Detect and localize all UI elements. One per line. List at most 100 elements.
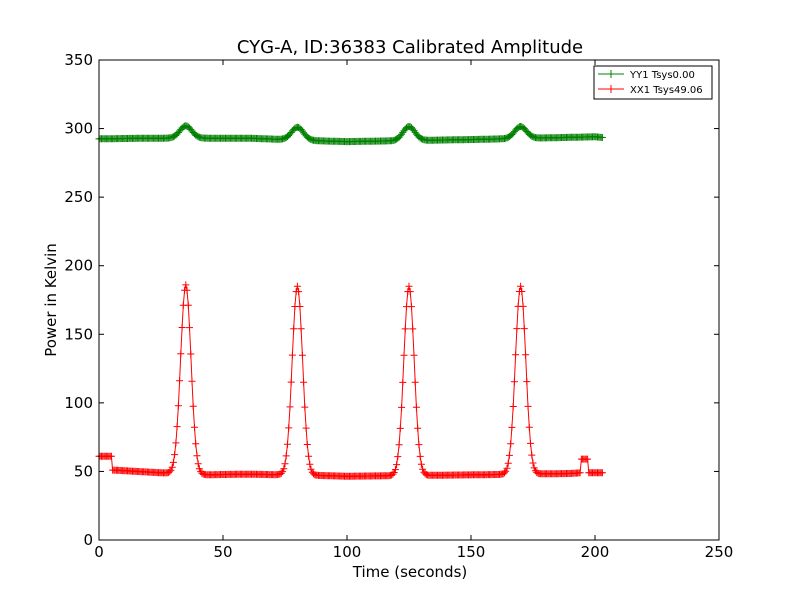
data-point-1-258 [415,441,423,449]
data-point-1-253 [409,325,417,333]
legend: YY1 Tsys0.00 XX1 Tsys49.06 [593,65,713,100]
legend-marker-1 [607,85,615,93]
data-point-1-72 [184,301,192,309]
data-point-1-67 [178,324,186,331]
data-point-1-150 [281,460,289,468]
data-point-1-330 [504,459,512,467]
data-point-1-332 [507,440,515,448]
y-tick-label-4: 200 [64,257,93,275]
series-1 [95,281,606,480]
legend-label-1: XX1 Tsys49.06 [630,85,703,96]
data-point-1-169 [305,452,313,460]
data-point-1-350 [529,459,537,467]
data-point-1-73 [186,324,193,332]
x-tick-label-0: 0 [94,543,104,561]
y-tick-label-6: 300 [64,120,93,138]
data-point-1-351 [530,464,538,472]
plot-area [95,122,606,480]
data-point-1-259 [416,452,424,460]
y-tick-label-2: 100 [64,394,93,412]
data-point-1-333 [508,423,516,431]
data-point-1-155 [287,378,295,386]
data-point-1-66 [177,350,185,358]
data-point-1-341 [518,288,526,295]
x-tick-label-1: 50 [213,543,232,561]
data-point-1-388 [576,469,584,477]
data-point-1-71 [183,286,191,294]
data-point-1-343 [520,325,528,333]
legend-label-0: YY1 Tsys0.00 [629,70,695,81]
y-axis-label: Power in Kelvin [42,243,60,357]
data-point-1-153 [285,424,293,432]
data-point-1-64 [174,402,182,410]
data-point-1-257 [414,424,422,432]
data-point-1-247 [401,325,409,333]
data-point-1-70 [182,281,190,289]
data-point-1-342 [519,302,527,310]
data-point-1-76 [189,402,197,410]
data-point-1-254 [410,351,418,359]
data-point-1-261 [419,465,427,473]
data-point-1-63 [173,423,181,431]
data-point-1-79 [193,452,201,460]
data-point-1-334 [509,403,517,410]
data-point-1-331 [505,451,513,459]
data-point-1-250 [405,282,413,290]
data-point-1-329 [503,464,511,472]
data-point-1-337 [513,325,521,333]
data-point-1-340 [517,282,525,290]
data-point-1-346 [524,402,532,410]
x-tick-label-3: 150 [457,543,486,561]
data-point-1-168 [303,441,311,448]
data-point-1-252 [408,303,415,311]
chart-title: CYG-A, ID:36383 Calibrated Amplitude [237,37,583,58]
data-point-1-149 [280,465,288,473]
data-point-0-406 [598,134,606,141]
data-point-1-164 [298,351,306,359]
data-point-1-327 [501,469,508,477]
data-point-1-336 [512,351,520,359]
data-point-1-80 [194,460,202,468]
data-point-1-344 [522,351,530,359]
data-point-1-161 [295,288,303,296]
data-point-1-166 [301,403,309,411]
data-point-1-255 [411,378,419,386]
series-0 [95,122,606,146]
data-point-1-170 [306,460,314,468]
x-tick-label-2: 100 [333,543,362,561]
data-point-1-406 [598,469,606,477]
data-point-1-81 [195,465,203,473]
data-point-1-345 [523,378,531,386]
data-point-1-74 [187,350,195,358]
data-point-1-349 [528,451,536,459]
data-point-1-154 [286,403,294,411]
axis-ticks: 0 50 100 150 200 250 0 50 100 150 200 250 300 350 [64,51,733,561]
data-point-1-165 [300,378,308,386]
data-point-1-348 [527,439,534,447]
data-point-1-239 [391,466,399,474]
data-point-1-162 [296,303,304,310]
axes-frame [98,59,720,541]
data-point-1-256 [412,403,420,411]
data-point-1-65 [176,377,184,385]
data-point-1-77 [191,423,198,431]
data-point-1-62 [172,439,180,447]
data-point-1-171 [307,465,315,473]
data-point-1-151 [282,452,290,460]
data-point-1-237 [389,470,397,478]
data-point-1-242 [395,441,403,449]
y-tick-label-5: 250 [64,188,93,206]
data-point-1-59 [168,463,176,471]
data-point-1-58 [167,466,175,474]
data-point-1-147 [277,469,285,477]
data-point-1-61 [171,451,179,459]
legend-marker-0 [607,70,615,78]
data-point-1-243 [396,424,404,432]
data-point-1-78 [192,440,200,448]
data-point-1-240 [393,461,401,469]
data-point-1-152 [284,440,291,448]
y-tick-label-0: 0 [83,531,93,549]
data-point-1-394 [584,455,592,463]
data-point-1-246 [400,351,408,359]
data-point-1-335 [510,378,518,386]
